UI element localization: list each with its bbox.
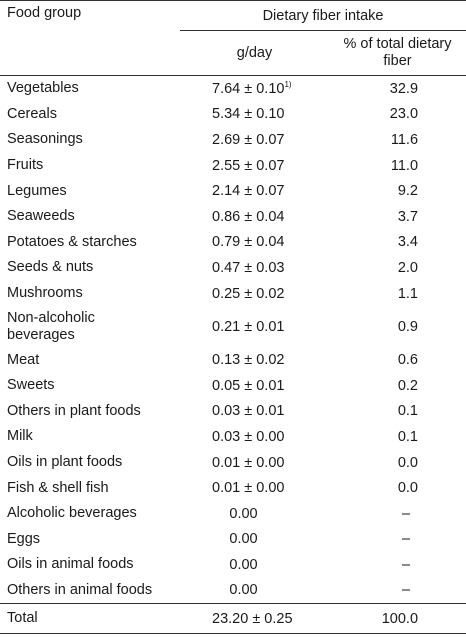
table-row: Meat 0.13 ± 0.02 0.6 — [0, 347, 466, 373]
footnote-marker: 1) — [284, 80, 292, 90]
g-day-cell: 0.21 ± 0.01 — [212, 318, 285, 335]
pct-cell: – — [401, 531, 411, 548]
g-day-cell: 0.05 ± 0.01 — [212, 377, 285, 394]
table-row: Fruits 2.55 ± 0.07 11.0 — [0, 153, 466, 179]
table-row: Vegetables 7.64 ± 0.101) 32.9 — [0, 76, 466, 102]
food-group-cell: Seeds & nuts — [7, 259, 94, 276]
food-group-cell: Cereals — [7, 105, 57, 122]
food-group-cell: Meat — [7, 351, 40, 368]
table-row: Alcoholic beverages 0.00 – — [0, 501, 466, 527]
total-g-day: 23.20 ± 0.25 — [180, 603, 329, 635]
food-group-cell: Seasonings — [7, 131, 83, 148]
food-group-cell: Alcoholic beverages — [7, 505, 137, 522]
total-label: Total — [0, 603, 180, 635]
table-row: Seasonings 2.69 ± 0.07 11.6 — [0, 127, 466, 153]
pct-cell: 0.9 — [397, 318, 419, 335]
pct-cell: – — [401, 505, 411, 522]
food-group-header: Food group — [7, 5, 82, 21]
pct-cell: 0.6 — [397, 352, 419, 369]
table-row: Potatoes & starches 0.79 ± 0.04 3.4 — [0, 230, 466, 256]
pct-total-header-line2: fiber — [383, 53, 412, 69]
food-group-cell: Milk — [7, 428, 33, 445]
g-day-cell: 2.69 ± 0.07 — [212, 131, 285, 148]
pct-cell: 0.1 — [397, 403, 419, 420]
table-row: Oils in plant foods 0.01 ± 0.00 0.0 — [0, 450, 466, 476]
table-row: Fish & shell fish 0.01 ± 0.00 0.0 — [0, 475, 466, 501]
food-group-cell: Potatoes & starches — [7, 233, 137, 250]
food-group-cell: Legumes — [7, 182, 67, 199]
food-group-cell: Others in plant foods — [7, 402, 141, 419]
pct-cell: 9.2 — [397, 183, 419, 200]
g-day-cell: 0.01 ± 0.00 — [212, 454, 285, 471]
pct-cell: 32.9 — [389, 80, 419, 97]
food-group-cell: Others in animal foods — [7, 581, 153, 598]
g-day-cell: 7.64 ± 0.101) — [180, 76, 329, 102]
pct-total-header: % of total dietary fiber — [329, 31, 466, 76]
g-day-value: 7.64 ± 0.10 — [212, 81, 285, 98]
g-day-cell: 0.00 — [229, 556, 258, 573]
food-group-cell: Oils in plant foods — [7, 454, 123, 471]
g-day-cell: 0.13 ± 0.02 — [212, 352, 285, 369]
food-group-cell: Oils in animal foods — [7, 556, 134, 573]
pct-cell: – — [401, 582, 411, 599]
table-row: Oils in animal foods 0.00 – — [0, 552, 466, 578]
food-group-cell: Eggs — [7, 530, 41, 547]
food-group-cell: Mushrooms — [7, 285, 83, 302]
table-row: Others in plant foods 0.03 ± 0.01 0.1 — [0, 399, 466, 425]
g-day-cell: 0.01 ± 0.00 — [212, 480, 285, 497]
g-day-cell: 0.25 ± 0.02 — [212, 285, 285, 302]
food-group-cell: Non-alcoholic beverages — [0, 306, 180, 347]
g-day-cell: 0.86 ± 0.04 — [212, 208, 285, 225]
table-row: Cereals 5.34 ± 0.10 23.0 — [0, 102, 466, 128]
g-day-cell: 0.47 ± 0.03 — [212, 259, 285, 276]
pct-cell: 2.0 — [397, 259, 419, 276]
dietary-fiber-intake-header: Dietary fiber intake — [180, 0, 466, 31]
pct-total-header-line1: % of total dietary — [343, 36, 452, 52]
pct-cell: 0.2 — [397, 377, 419, 394]
pct-cell: 1.1 — [397, 285, 419, 302]
food-group-cell: Sweets — [7, 377, 55, 394]
pct-cell: 23.0 — [389, 106, 419, 123]
pct-cell: 11.0 — [390, 157, 419, 174]
pct-cell: 3.4 — [397, 234, 419, 251]
pct-cell: 3.7 — [397, 208, 419, 225]
total-row: Total 23.20 ± 0.25 100.0 — [0, 603, 466, 635]
table-row: Eggs 0.00 – — [0, 527, 466, 553]
pct-cell: 11.6 — [390, 131, 419, 148]
table-row: Others in animal foods 0.00 – — [0, 578, 466, 604]
g-day-cell: 0.79 ± 0.04 — [212, 234, 285, 251]
pct-cell: 0.0 — [397, 480, 419, 497]
g-day-cell: 0.03 ± 0.00 — [212, 428, 285, 445]
g-day-cell: 2.55 ± 0.07 — [212, 157, 285, 174]
g-day-cell: 0.00 — [229, 505, 258, 522]
total-pct: 100.0 — [329, 603, 466, 635]
food-group-cell: Seaweeds — [7, 208, 75, 225]
food-group-cell: Vegetables — [7, 80, 79, 97]
g-day-header: g/day — [236, 44, 273, 61]
table-row: Sweets 0.05 ± 0.01 0.2 — [0, 373, 466, 399]
food-group-line1: Non-alcoholic — [7, 309, 95, 326]
food-group-cell: Fish & shell fish — [7, 479, 109, 496]
pct-cell: – — [401, 556, 411, 573]
g-day-cell: 2.14 ± 0.07 — [212, 183, 285, 200]
g-day-cell: 5.34 ± 0.10 — [212, 106, 285, 123]
food-group-line2: beverages — [7, 326, 75, 343]
pct-cell: 0.0 — [397, 454, 419, 471]
g-day-cell: 0.00 — [229, 531, 258, 548]
table-row: Seeds & nuts 0.47 ± 0.03 2.0 — [0, 255, 466, 281]
g-day-cell: 0.03 ± 0.01 — [212, 403, 285, 420]
table-row: Non-alcoholic beverages 0.21 ± 0.01 0.9 — [0, 306, 466, 347]
table-row: Milk 0.03 ± 0.00 0.1 — [0, 424, 466, 450]
food-group-cell: Fruits — [7, 157, 44, 174]
table-row: Mushrooms 0.25 ± 0.02 1.1 — [0, 281, 466, 307]
pct-cell: 0.1 — [397, 428, 419, 445]
g-day-cell: 0.00 — [229, 582, 258, 599]
table-row: Legumes 2.14 ± 0.07 9.2 — [0, 178, 466, 204]
table-row: Seaweeds 0.86 ± 0.04 3.7 — [0, 204, 466, 230]
